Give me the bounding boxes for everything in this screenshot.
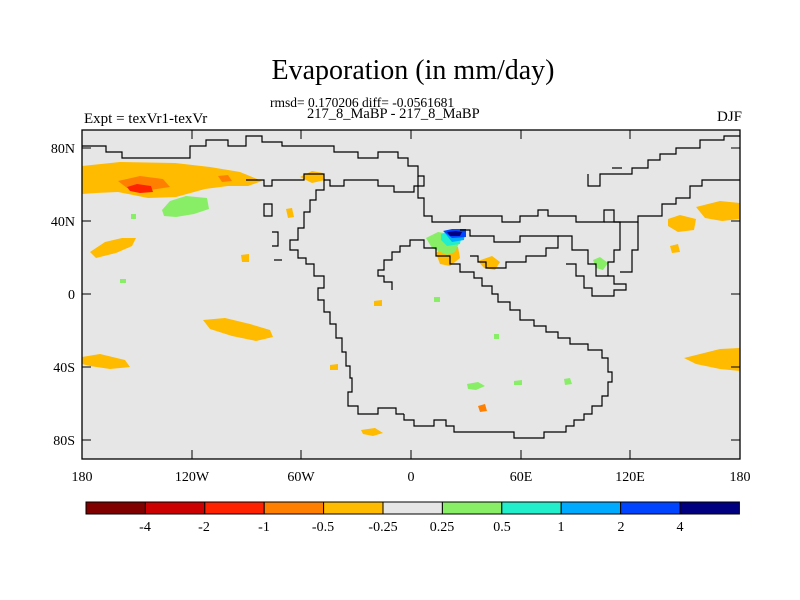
latitude-labels: 80N 40N 0 40S 80S — [51, 142, 75, 449]
colorbar-label: -4 — [139, 520, 151, 535]
anomaly-fields — [82, 162, 740, 436]
colorbar-swatch — [560, 501, 622, 515]
colorbar-label: 4 — [677, 520, 684, 535]
colorbar-swatch — [620, 501, 681, 515]
colorbar-swatch — [204, 501, 265, 515]
colorbar-label: 2 — [618, 520, 625, 535]
colorbar-swatch — [441, 501, 503, 515]
map-title: Evaporation (in mm/day) — [271, 55, 555, 86]
colorbar-label: 0.5 — [493, 520, 511, 535]
colorbar-swatch — [144, 501, 206, 515]
season-label: DJF — [716, 109, 742, 125]
colorbar-swatch — [323, 501, 384, 515]
map-subtitle: 217_8_MaBP - 217_8_MaBP — [307, 106, 480, 122]
colorbar-swatch — [382, 501, 443, 515]
lon-label: 0 — [408, 470, 415, 485]
colorbar-label: -2 — [198, 520, 210, 535]
colorbar-label: -1 — [258, 520, 270, 535]
colorbar-swatches — [85, 501, 740, 515]
lon-label: 60W — [287, 470, 315, 485]
colorbar-label: 0.25 — [430, 520, 455, 535]
lon-label: 120W — [175, 470, 210, 485]
lat-label: 40S — [53, 361, 75, 376]
colorbar-swatch — [85, 501, 146, 515]
colorbar-label: 1 — [558, 520, 565, 535]
coastlines — [82, 135, 740, 439]
colorbar-labels: -4 -2 -1 -0.5 -0.25 0.25 0.5 1 2 4 — [139, 520, 683, 535]
lon-label: 120E — [615, 470, 645, 485]
lon-label: 60E — [510, 470, 533, 485]
peak-negative-region — [127, 184, 153, 193]
colorbar-label: -0.25 — [368, 520, 397, 535]
colorbar-swatch — [263, 501, 325, 515]
lat-label: 80N — [51, 142, 75, 157]
peak-positive-region — [447, 231, 462, 236]
longitude-labels: 180 120W 60W 0 60E 120E 180 — [72, 470, 751, 485]
negative-anomaly-regions — [82, 162, 740, 436]
experiment-label: Expt = texVr1-texVr — [84, 111, 208, 127]
lat-label: 0 — [68, 288, 75, 303]
lat-label: 40N — [51, 215, 75, 230]
colorbar: -4 -2 -1 -0.5 -0.25 0.25 0.5 1 2 4 — [85, 501, 740, 535]
stats-line: rmsd= 0.170206 diff= -0.0561681 — [270, 95, 455, 110]
colorbar-swatch — [501, 501, 562, 515]
lon-label: 180 — [730, 470, 751, 485]
lon-label: 180 — [72, 470, 93, 485]
lat-label: 80S — [53, 434, 75, 449]
tick-marks — [82, 130, 740, 459]
colorbar-label: -0.5 — [312, 520, 334, 535]
colorbar-swatch — [679, 501, 740, 515]
